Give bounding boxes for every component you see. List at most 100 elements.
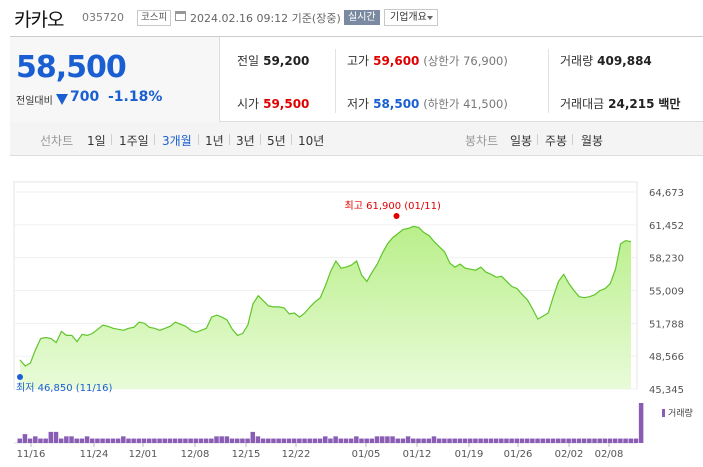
volume-bar bbox=[291, 438, 297, 443]
volume-bar bbox=[172, 438, 178, 443]
price-area bbox=[20, 226, 631, 389]
volume-bar bbox=[224, 436, 230, 443]
volume-bar bbox=[38, 438, 43, 443]
tab-5years[interactable]: 5년 bbox=[267, 134, 286, 148]
y-tick-label: 45,345 bbox=[649, 385, 684, 396]
low-marker bbox=[17, 374, 23, 380]
volume-bar bbox=[390, 436, 395, 443]
volume-bar bbox=[188, 438, 193, 443]
volume-bar bbox=[115, 438, 121, 443]
candle-chart-label: 봉차트 bbox=[465, 134, 499, 148]
upper-limit: (상한가 76,900) bbox=[423, 54, 508, 68]
volume-bar bbox=[69, 436, 74, 443]
volume-bar bbox=[633, 438, 639, 443]
y-tick-label: 61,452 bbox=[649, 221, 684, 232]
x-tick-label: 02/08 bbox=[595, 449, 624, 460]
volume-bar bbox=[74, 438, 79, 443]
amount-value: 24,215 bbox=[608, 97, 655, 111]
volume-bar bbox=[286, 438, 292, 443]
volume-legend-label: 거래량 bbox=[668, 407, 693, 419]
tab-3months[interactable]: 3개월 bbox=[162, 134, 192, 148]
volume-bar bbox=[426, 438, 432, 443]
volume-bar bbox=[95, 438, 100, 443]
volume-bar bbox=[22, 434, 28, 443]
volume-bar bbox=[385, 436, 390, 443]
stock-name: 카카오 bbox=[14, 9, 64, 31]
change-value: 700 bbox=[70, 89, 100, 105]
volume-bar bbox=[203, 438, 209, 443]
volume-bar bbox=[354, 436, 359, 443]
volume-bar bbox=[307, 438, 312, 443]
volume-legend-swatch bbox=[662, 409, 665, 417]
company-info-dropdown[interactable]: 기업개요 bbox=[384, 9, 438, 26]
y-tick-label: 51,788 bbox=[649, 319, 684, 330]
volume-bar bbox=[198, 438, 204, 443]
volume: 거래량 409,884 bbox=[560, 52, 652, 69]
tab-1year[interactable]: 1년 bbox=[205, 134, 224, 148]
tab-1day[interactable]: 1일 bbox=[87, 134, 106, 148]
volume-bar bbox=[442, 438, 447, 443]
y-tick-label: 58,230 bbox=[649, 254, 684, 265]
change-percent: -1.18% bbox=[108, 89, 163, 105]
volume-bar bbox=[550, 438, 556, 443]
x-tick-label: 12/15 bbox=[232, 449, 261, 460]
volume-bar bbox=[359, 438, 364, 443]
x-tick-label: 12/08 bbox=[181, 449, 210, 460]
trade-amount: 거래대금 24,215 백만 bbox=[560, 95, 680, 112]
volume-bar bbox=[462, 438, 468, 443]
volume-bar bbox=[364, 438, 369, 443]
amount-label: 거래대금 bbox=[560, 97, 605, 111]
prev-close: 전일 59,200 bbox=[237, 52, 309, 69]
current-price-box: 58,500 전일대비 700 -1.18% bbox=[10, 37, 220, 122]
volume-bar bbox=[612, 438, 618, 443]
calendar-icon bbox=[175, 11, 186, 21]
volume-bar bbox=[110, 438, 116, 443]
chart-period-tabs: 선차트 1일 1주일 3개월 1년 3년 5년 10년 봉차트 일봉 주봉 월봉 bbox=[10, 122, 703, 156]
tab-monthly[interactable]: 월봉 bbox=[581, 134, 604, 148]
volume-bar bbox=[504, 438, 509, 443]
volume-bar bbox=[131, 438, 136, 443]
volume-bar bbox=[214, 436, 219, 443]
volume-bar bbox=[317, 438, 323, 443]
volume-bar bbox=[452, 438, 457, 443]
volume-bar bbox=[209, 438, 214, 443]
tab-weekly[interactable]: 주봉 bbox=[545, 134, 568, 148]
prev-close-label: 전일 bbox=[237, 54, 260, 68]
volume-bar bbox=[27, 438, 33, 443]
volume-bar bbox=[152, 438, 157, 443]
x-tick-label: 02/02 bbox=[555, 449, 584, 460]
lower-limit: (하한가 41,500) bbox=[423, 97, 508, 111]
chevron-down-icon bbox=[427, 16, 433, 20]
tab-10years[interactable]: 10년 bbox=[298, 134, 325, 148]
volume-bar bbox=[312, 438, 318, 443]
volume-bar bbox=[348, 438, 354, 443]
volume-bar bbox=[266, 438, 271, 443]
volume-bar bbox=[467, 438, 473, 443]
volume-bar bbox=[602, 438, 608, 443]
volume-bar bbox=[561, 438, 566, 443]
market-badge: 코스피 bbox=[137, 10, 172, 26]
x-tick-label: 12/01 bbox=[129, 449, 158, 460]
volume-bar bbox=[493, 438, 499, 443]
line-chart-label: 선차트 bbox=[40, 134, 74, 148]
tab-daily[interactable]: 일봉 bbox=[510, 134, 533, 148]
high-price: 고가 59,600 (상한가 76,900) bbox=[347, 52, 508, 69]
tab-1week[interactable]: 1주일 bbox=[119, 134, 149, 148]
volume-bar bbox=[416, 438, 421, 443]
volume-bar bbox=[447, 438, 452, 443]
volume-bar bbox=[333, 436, 338, 443]
volume-bar bbox=[121, 436, 126, 443]
x-tick-label: 01/26 bbox=[504, 449, 533, 460]
current-price: 58,500 bbox=[16, 50, 127, 85]
volume-bar bbox=[328, 438, 333, 443]
volume-bar bbox=[514, 438, 520, 443]
realtime-badge[interactable]: 실시간 bbox=[344, 10, 380, 25]
volume-bar bbox=[369, 438, 375, 443]
open-price: 시가 59,500 bbox=[237, 95, 309, 112]
volume-bar bbox=[530, 438, 535, 443]
tab-3years[interactable]: 3년 bbox=[236, 134, 255, 148]
high-value: 59,600 bbox=[373, 54, 420, 68]
volume-bar bbox=[219, 436, 224, 443]
volume-bar bbox=[245, 438, 250, 443]
volume-bar bbox=[302, 438, 307, 443]
